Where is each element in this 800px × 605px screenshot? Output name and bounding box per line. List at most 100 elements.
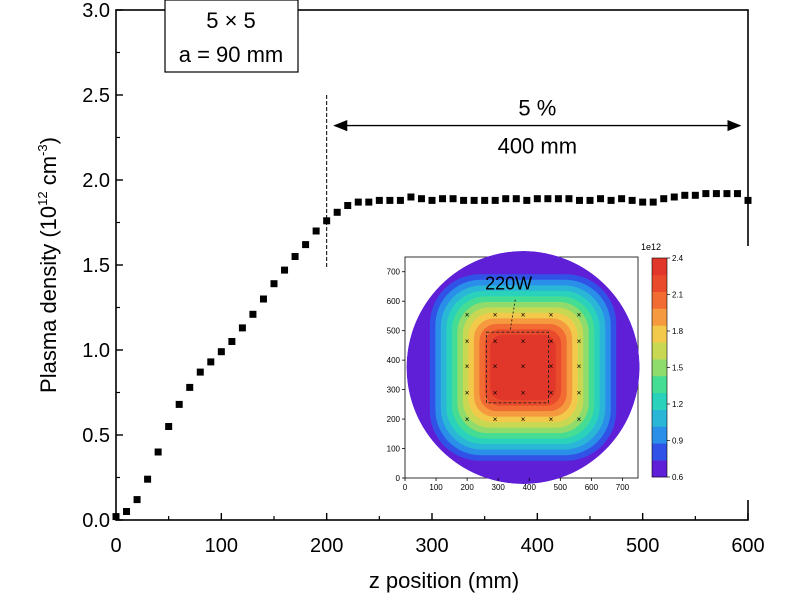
probe-marker: × bbox=[465, 389, 470, 398]
data-point bbox=[133, 496, 141, 504]
inset-y-tick-label: 200 bbox=[387, 415, 401, 424]
x-tick-label: 0 bbox=[110, 535, 121, 557]
data-point bbox=[312, 227, 320, 235]
x-tick-label: 100 bbox=[205, 535, 238, 557]
probe-marker: × bbox=[577, 389, 582, 398]
data-point bbox=[175, 400, 183, 408]
colorbar-tick-label: 1.8 bbox=[672, 327, 684, 336]
probe-marker: × bbox=[493, 362, 498, 371]
data-point bbox=[259, 295, 267, 303]
data-point bbox=[512, 195, 520, 203]
data-point bbox=[154, 448, 162, 456]
data-point bbox=[186, 383, 194, 391]
data-point bbox=[523, 196, 531, 204]
probe-marker: × bbox=[549, 337, 554, 346]
data-point bbox=[333, 208, 341, 216]
probe-marker: × bbox=[577, 362, 582, 371]
data-point bbox=[302, 241, 310, 249]
inset-dashed-box bbox=[485, 331, 549, 404]
colorbar-segment bbox=[652, 342, 667, 360]
data-point bbox=[744, 196, 752, 204]
probe-marker: × bbox=[577, 310, 582, 319]
inset-heatmap: × × × × × × × × × × × × × × × × × × × × × × × × × 220W 0 100 200 30… bbox=[378, 242, 776, 500]
data-point bbox=[396, 196, 404, 204]
data-point bbox=[270, 280, 278, 288]
inset-x-tick-label: 300 bbox=[492, 483, 506, 492]
probe-marker: × bbox=[521, 310, 526, 319]
main-x-ticks: 0 100 200 300 400 500 600 bbox=[110, 513, 765, 557]
colorbar-tick-label: 2.1 bbox=[672, 291, 684, 300]
data-point bbox=[491, 196, 499, 204]
probe-marker: × bbox=[549, 389, 554, 398]
data-point bbox=[670, 193, 678, 201]
colorbar: 0.6 0.9 1.2 1.5 1.8 2.1 2.4 bbox=[651, 254, 684, 482]
inset-x-tick-label: 100 bbox=[429, 483, 443, 492]
colorbar-segment bbox=[652, 426, 667, 444]
probe-marker: × bbox=[493, 389, 498, 398]
y-tick-label: 0.5 bbox=[82, 425, 110, 447]
probe-marker: × bbox=[465, 362, 470, 371]
colorbar-segment bbox=[652, 443, 667, 461]
inset-power-label: 220W bbox=[485, 273, 532, 293]
y-tick-label: 2.5 bbox=[82, 85, 110, 107]
data-point bbox=[691, 191, 699, 199]
x-axis-label: z position (mm) bbox=[369, 568, 519, 593]
data-point bbox=[533, 195, 541, 203]
data-point bbox=[702, 190, 710, 198]
data-point bbox=[428, 196, 436, 204]
data-point bbox=[565, 195, 573, 203]
data-point bbox=[386, 196, 394, 204]
data-point bbox=[249, 310, 257, 318]
probe-marker: × bbox=[521, 362, 526, 371]
inset-y-tick-label: 400 bbox=[387, 356, 401, 365]
data-point bbox=[597, 195, 605, 203]
main-plot: 0 100 200 300 400 500 600 0.0 0.5 1.0 1.5 2.0 2.5 3.… bbox=[35, 0, 765, 593]
data-point bbox=[417, 195, 425, 203]
data-point bbox=[207, 358, 215, 366]
probe-marker: × bbox=[493, 310, 498, 319]
colorbar-tick-label: 0.9 bbox=[672, 437, 684, 446]
inset-y-tick-label: 300 bbox=[387, 386, 401, 395]
colorbar-segment bbox=[652, 375, 667, 394]
inset-x-tick-label: 500 bbox=[554, 483, 568, 492]
data-point bbox=[470, 196, 478, 204]
main-series-points bbox=[112, 190, 752, 521]
inset-label-pointer bbox=[509, 299, 516, 332]
inset-y-tick-label: 0 bbox=[396, 474, 401, 483]
probe-marker: × bbox=[577, 337, 582, 346]
data-point bbox=[407, 193, 415, 201]
colorbar-segment bbox=[652, 392, 667, 410]
data-point bbox=[723, 190, 731, 198]
legend-grid-label: 5 × 5 bbox=[206, 8, 256, 33]
data-point bbox=[660, 195, 668, 203]
main-y-ticks: 0.0 0.5 1.0 1.5 2.0 2.5 3.0 bbox=[82, 0, 123, 532]
data-point bbox=[639, 198, 647, 206]
data-point bbox=[544, 195, 552, 203]
colorbar-segment bbox=[652, 274, 667, 292]
inset-y-tick-label: 700 bbox=[387, 268, 401, 277]
data-point bbox=[281, 266, 289, 274]
colorbar-segment bbox=[652, 460, 667, 478]
data-point bbox=[165, 423, 173, 430]
data-point bbox=[228, 338, 236, 345]
colorbar-segment bbox=[652, 308, 667, 326]
data-point bbox=[354, 198, 362, 206]
colorbar-tick-label: 2.4 bbox=[672, 254, 684, 263]
inset-y-tick-label: 500 bbox=[387, 327, 401, 336]
probe-marker: × bbox=[465, 337, 470, 346]
data-point bbox=[460, 196, 468, 204]
y-axis-label: Plasma density (1012 cm-3) bbox=[35, 137, 61, 393]
annotation-length: 400 mm bbox=[498, 134, 577, 159]
inset-x-tick-label: 200 bbox=[460, 483, 474, 492]
probe-marker: × bbox=[549, 362, 554, 371]
x-tick-label: 500 bbox=[626, 535, 659, 557]
data-point bbox=[575, 196, 583, 204]
probe-marker: × bbox=[493, 415, 498, 424]
probe-marker: × bbox=[521, 337, 526, 346]
data-point bbox=[439, 195, 447, 203]
inset-markers: × × × × × × × × × × × × × × × × × × × × × × × × × bbox=[465, 310, 582, 424]
data-point bbox=[112, 513, 120, 521]
colorbar-segment bbox=[652, 325, 667, 343]
data-point bbox=[291, 253, 299, 260]
